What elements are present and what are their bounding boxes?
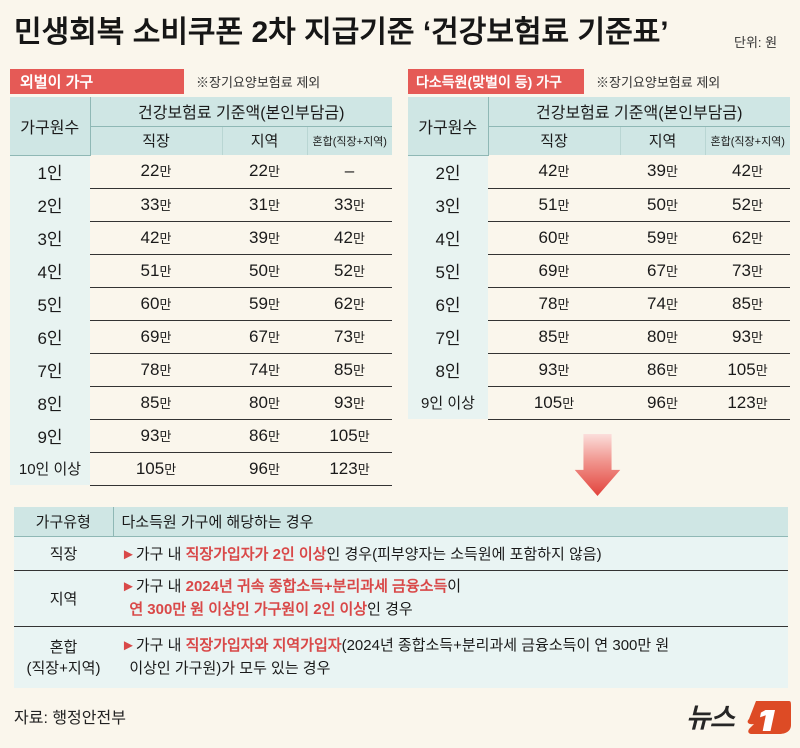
svg-text:뉴스: 뉴스 [686,703,736,733]
